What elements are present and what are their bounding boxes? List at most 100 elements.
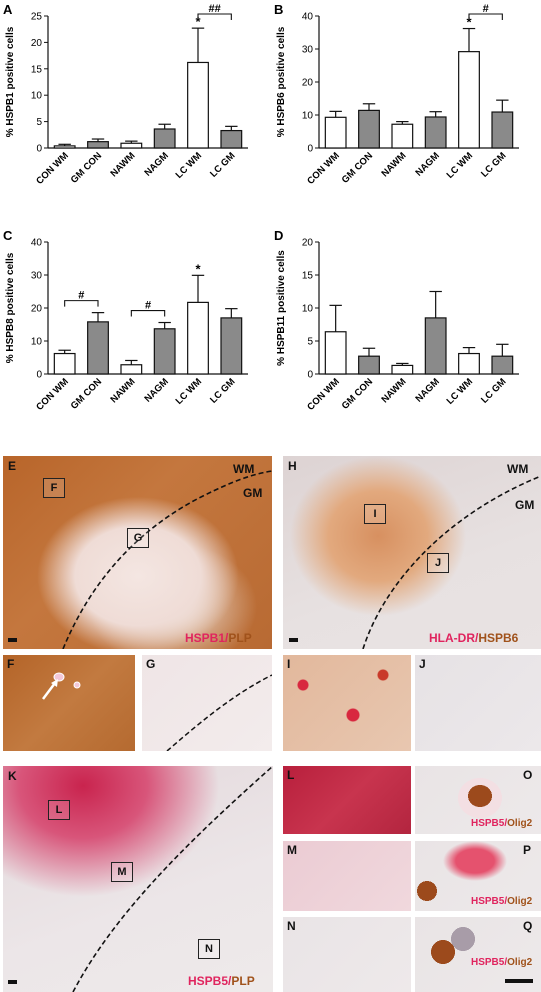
chart-hspb6: B % HSPB6 positive cells 0 10 20 30 40 CON WMGM… (274, 2, 519, 187)
y-tick-label: 40 (31, 238, 43, 249)
x-tick-label: LC GM (208, 376, 237, 405)
bar (491, 355, 514, 375)
micrograph-m: M (283, 841, 411, 911)
y-tick-label: 5 (307, 337, 313, 348)
x-tick-label: CON WM (305, 150, 342, 187)
panel-label-m: M (287, 843, 297, 857)
bar (153, 128, 176, 149)
x-tick-label: CON WM (305, 376, 342, 413)
panel-label-l: L (287, 768, 295, 782)
x-tick-label: NAGM (142, 150, 170, 178)
bar (324, 331, 347, 375)
bar (358, 355, 380, 375)
panel-label: B (274, 2, 283, 17)
gm-label: GM (243, 486, 263, 500)
x-tick-label: LC WM (445, 376, 476, 407)
bar (324, 116, 347, 149)
significance-mark: # (483, 3, 489, 15)
panel-label-o: O (523, 768, 533, 782)
significance-mark: * (195, 261, 201, 276)
micrograph-e: E WM GM F G HSPB1/PLP (3, 456, 272, 649)
y-tick-label: 5 (36, 117, 42, 128)
bar (391, 364, 414, 375)
bar (391, 123, 414, 149)
panel-label-p: P (523, 843, 532, 857)
bar (358, 109, 380, 149)
stain-label-q: HSPB5/Olig2 (471, 957, 533, 968)
panel-label-q: Q (523, 919, 533, 933)
inset-box-m: M (111, 862, 133, 882)
y-tick-label: 15 (302, 271, 314, 282)
comparison-bracket (64, 300, 99, 307)
chart-hspb8: C % HSPB8 positive cells 0 10 20 30 40 CON WMGM… (3, 228, 248, 413)
scale-bar (505, 979, 533, 983)
x-tick-label: CON WM (34, 150, 71, 187)
x-tick-label: GM CON (340, 150, 375, 185)
stain-label-k: HSPB5/PLP (188, 974, 255, 988)
x-tick-label: NAGM (413, 150, 441, 178)
y-tick-label: 30 (31, 271, 43, 282)
y-axis-label: % HSPB6 positive cells (276, 26, 287, 137)
panel-label: A (3, 2, 13, 17)
y-tick-label: 0 (36, 144, 42, 155)
x-tick-label: LC GM (479, 376, 508, 405)
y-tick-label: 20 (31, 38, 43, 49)
bar (424, 317, 447, 375)
y-axis-label: % HSPB8 positive cells (5, 252, 16, 363)
inset-box-l: L (48, 800, 70, 820)
inset-box-f: F (43, 478, 65, 498)
panel-label-h: H (288, 459, 297, 473)
bar (220, 317, 243, 375)
y-tick-label: 40 (302, 12, 314, 23)
x-tick-label: LC WM (445, 150, 476, 181)
x-tick-label: NAWM (108, 376, 137, 405)
stain-label-o: HSPB5/Olig2 (471, 818, 533, 829)
y-tick-label: 15 (31, 64, 43, 75)
micrograph-q: Q HSPB5/Olig2 (415, 917, 541, 992)
gm-label: GM (515, 498, 535, 512)
inset-box-g: G (127, 528, 149, 548)
y-tick-label: 10 (302, 111, 314, 122)
micrograph-j: J (415, 655, 541, 751)
micrograph-o: O HSPB5/Olig2 (415, 766, 541, 834)
x-tick-label: LC GM (479, 150, 508, 179)
bar (458, 352, 480, 375)
x-tick-label: NAWM (108, 150, 137, 179)
panel-label-k: K (8, 769, 17, 783)
bar (424, 116, 447, 149)
y-tick-label: 30 (302, 45, 314, 56)
bar (153, 328, 176, 375)
bar (120, 142, 143, 149)
micrograph-f: F (3, 655, 135, 751)
inset-box-j: J (427, 553, 449, 573)
y-axis-label: % HSPB11 positive cells (276, 250, 287, 366)
stain-label-e: HSPB1/PLP (185, 631, 252, 645)
bar (187, 61, 209, 149)
y-tick-label: 0 (36, 370, 42, 381)
comparison-bracket (197, 13, 232, 20)
scale-bar (8, 638, 17, 642)
micrograph-n: N (283, 917, 411, 992)
x-tick-label: NAWM (379, 150, 408, 179)
y-tick-label: 10 (31, 337, 43, 348)
bar (120, 364, 143, 375)
x-tick-label: LC WM (174, 376, 205, 407)
significance-mark: ## (209, 3, 221, 15)
y-tick-label: 20 (302, 78, 314, 89)
y-tick-label: 10 (302, 304, 314, 315)
x-tick-label: GM CON (340, 376, 375, 411)
bar (53, 352, 76, 375)
stain-label-p: HSPB5/Olig2 (471, 896, 533, 907)
micrograph-p: P HSPB5/Olig2 (415, 841, 541, 911)
bar (458, 51, 480, 149)
micrograph-i: I (283, 655, 411, 751)
significance-mark: # (145, 300, 151, 312)
x-tick-label: GM CON (69, 150, 104, 185)
x-tick-label: GM CON (69, 376, 104, 411)
scale-bar (289, 638, 298, 642)
x-tick-label: CON WM (34, 376, 71, 413)
bar (87, 321, 109, 375)
x-tick-label: LC WM (174, 150, 205, 181)
y-tick-label: 0 (307, 144, 313, 155)
y-tick-label: 25 (31, 12, 43, 23)
